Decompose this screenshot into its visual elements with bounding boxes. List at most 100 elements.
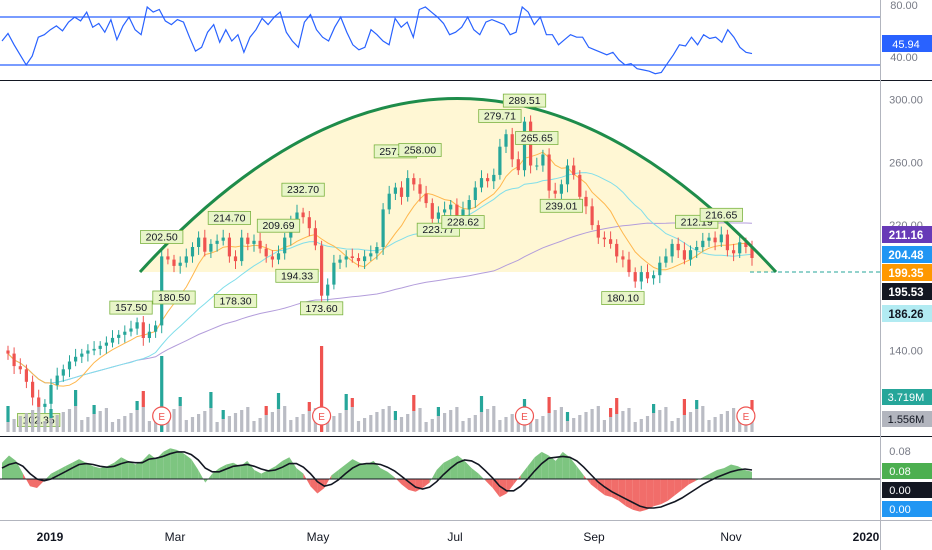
candle-body	[688, 250, 693, 260]
volume-bar-base	[609, 417, 613, 432]
volume-bar-base	[430, 419, 434, 432]
volume-bar-base	[55, 415, 59, 432]
osc-label-black: 0.00	[889, 485, 910, 497]
candle-body	[369, 253, 373, 257]
candle-body	[86, 350, 90, 354]
oscillator-area-segment	[23, 473, 30, 487]
candle-body	[676, 243, 680, 251]
volume-bar	[350, 398, 354, 407]
candle-body	[344, 256, 348, 260]
volume-bar	[615, 398, 619, 414]
oscillator-area-segment	[352, 459, 360, 479]
time-axis-label: Mar	[165, 530, 186, 544]
candle-body	[387, 193, 391, 210]
price-label: 186.26	[888, 309, 923, 321]
volume-bar-base	[645, 416, 650, 432]
oscillator-area-segment	[149, 453, 157, 479]
volume-bar-base	[387, 406, 391, 432]
volume-bar-base	[510, 414, 514, 432]
volume-bar-base	[289, 420, 293, 432]
price-annotation-box	[515, 131, 559, 145]
osc-label-blue-bg	[882, 501, 932, 517]
oscillator-area-segment	[226, 462, 234, 479]
candle-body	[12, 353, 16, 367]
candle-body	[633, 272, 637, 282]
candle-body	[31, 381, 35, 398]
volume-bar-base	[473, 415, 477, 432]
price-annotation-label: 209.69	[262, 220, 294, 232]
volume-bar-base	[61, 412, 65, 432]
volume-bar-base	[221, 419, 225, 432]
volume-bar	[135, 401, 139, 410]
candle-body	[590, 206, 594, 226]
volume-bar-base	[67, 409, 72, 432]
volume-bar-base	[197, 414, 201, 432]
price-annotation-box	[140, 230, 184, 244]
price-annotation-label: 194.33	[281, 270, 313, 282]
candle-body	[172, 259, 176, 266]
oscillator-area-segment	[16, 460, 23, 479]
volume-bar-base	[682, 415, 686, 432]
price-annotation-box	[441, 215, 485, 230]
candle-body	[104, 342, 108, 346]
volume-bar-base	[399, 417, 404, 432]
volume-bar-base	[584, 412, 588, 432]
volume-bar-base	[633, 422, 637, 432]
candle-body	[166, 256, 170, 260]
oscillator-area-segment	[331, 470, 339, 479]
price-annotation-label: 214.70	[213, 212, 245, 224]
candle-body	[547, 154, 551, 191]
oscillator-area-segment	[212, 468, 220, 479]
candle-body	[147, 331, 151, 338]
candle-body	[393, 187, 397, 194]
volume-bar-base	[104, 408, 108, 432]
volume-bar-spike	[319, 346, 324, 432]
volume-bar-base	[615, 414, 619, 432]
candle-body	[264, 248, 268, 257]
volume-bar	[141, 391, 145, 407]
candle-body	[307, 217, 311, 229]
oscillator-area-segment	[254, 470, 262, 479]
volume-bar-base	[695, 409, 699, 432]
earnings-marker	[312, 406, 332, 426]
price-annotation-box	[207, 210, 251, 225]
volume-bar-base	[596, 406, 600, 432]
time-axis-label: 2019	[37, 530, 64, 544]
candle-body	[486, 178, 490, 182]
volume-bar-base	[443, 413, 447, 432]
candle-body	[227, 237, 231, 257]
candle-body	[461, 209, 465, 216]
volume-bar	[307, 402, 311, 411]
volume-bar-base	[498, 420, 502, 432]
candle-body	[356, 258, 361, 262]
oscillator-area-segment	[9, 455, 16, 479]
volume-bar-base	[92, 414, 96, 432]
price-label-box	[882, 305, 932, 322]
rsi-pane: 80.00 40.00 45.94	[0, 0, 932, 75]
volume-bar-base	[307, 411, 311, 432]
candle-body	[233, 256, 238, 262]
volume-bar	[547, 397, 551, 413]
volume-label-high-bg	[882, 389, 932, 405]
osc-label-blue: 0.00	[889, 504, 910, 516]
rounding-top-arc	[138, 97, 778, 274]
volume-bar-base	[486, 409, 490, 432]
price-annotation-box	[213, 293, 258, 308]
volume-bar	[49, 409, 53, 418]
oscillator-area-segment	[128, 460, 136, 479]
rsi-line	[1, 5, 753, 75]
oscillator-area-segment	[282, 457, 290, 479]
price-label-box	[882, 246, 932, 263]
volume-bar	[522, 399, 527, 408]
volume-bar-base	[713, 417, 717, 432]
volume-bar-base	[627, 408, 631, 432]
candle-body	[418, 184, 422, 194]
candle-body	[209, 243, 213, 252]
volume-bar-base	[565, 421, 570, 432]
oscillator-area-segment	[583, 475, 591, 485]
price-tick-label: 140.00	[889, 346, 923, 358]
oscillator-area-segment	[731, 464, 738, 479]
volume-bar	[695, 400, 699, 409]
volume-bar-base	[215, 422, 219, 432]
oscillator-area-segment	[135, 460, 143, 479]
